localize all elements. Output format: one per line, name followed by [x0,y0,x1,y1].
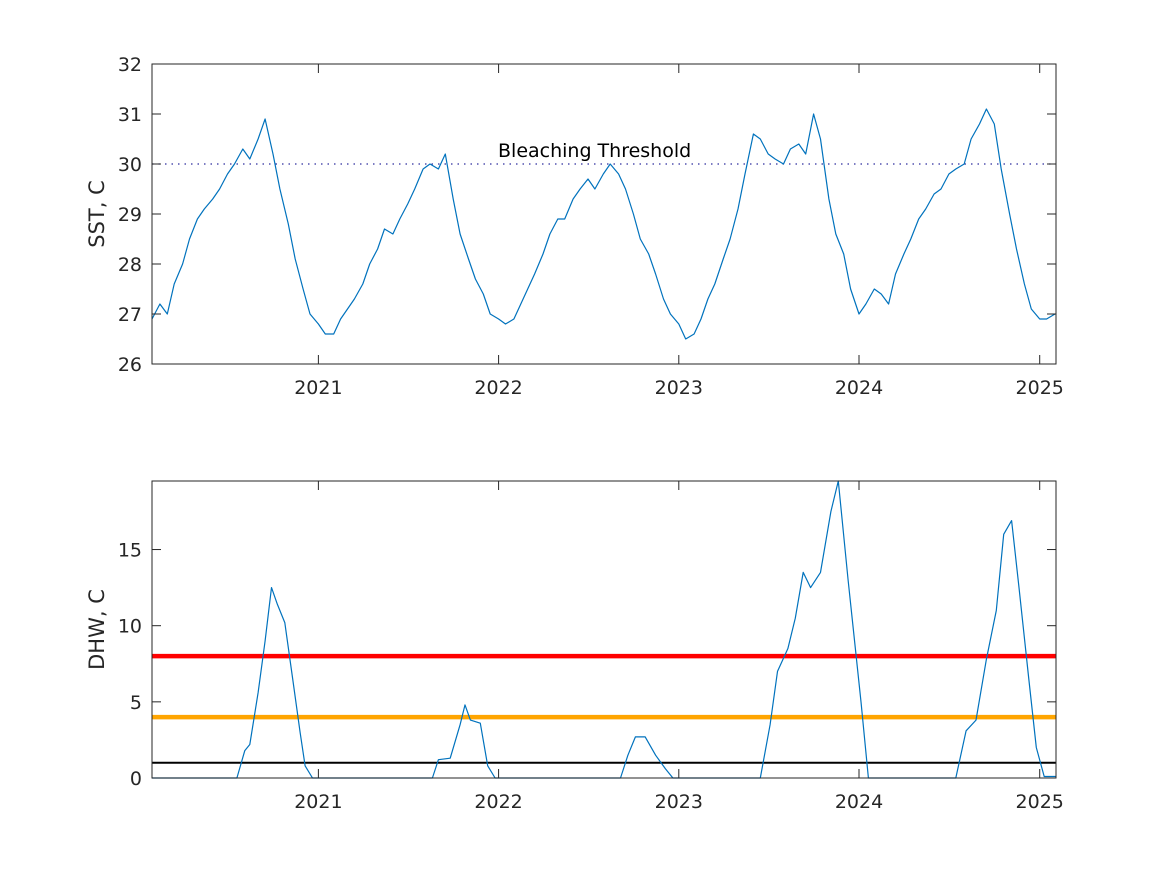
dhw-x-tick-label: 2022 [474,791,522,813]
sst-y-tick-label: 28 [118,254,142,276]
sst-y-tick-label: 30 [118,154,142,176]
dhw-y-tick-label: 5 [130,692,142,714]
dhw-axes: 0 5 10 15 2021 2022 2023 2024 2025 [118,480,1064,813]
sst-y-tick-label: 31 [118,104,142,126]
dhw-x-tick-label: 2021 [294,791,342,813]
sst-x-tick-label: 2024 [835,377,883,399]
dhw-reference-lines [152,653,1056,764]
sst-series-line [151,108,1056,340]
sst-series-group [151,108,1056,340]
bleaching-threshold-label: Bleaching Threshold [498,140,691,162]
dhw-x-tick-label: 2025 [1016,791,1064,813]
sst-x-tick-label: 2022 [474,377,522,399]
dhw-y-tick-label: 15 [118,540,142,562]
dhw-y-tick-label: 10 [118,616,142,638]
dhw-x-tick-label: 2024 [835,791,883,813]
dhw-series-line [152,480,1056,779]
sst-y-tick-label: 29 [118,204,142,226]
sst-axes: 26 27 28 29 30 31 32 2021 2022 2023 2024 2025 [118,54,1064,399]
sst-x-tick-label: 2021 [294,377,342,399]
sst-y-tick-label: 27 [118,304,142,326]
dhw-series-group [152,480,1056,779]
sst-y-tick-label: 32 [118,54,142,76]
dhw-panel: 0 5 10 15 2021 2022 2023 2024 2025 DHW, C [85,480,1064,813]
sst-x-tick-label: 2025 [1016,377,1064,399]
sst-x-tick-label: 2023 [655,377,703,399]
sst-y-tick-label: 26 [118,354,142,376]
sst-panel: 26 27 28 29 30 31 32 2021 2022 2023 2024 2025 SST, … [85,54,1064,399]
sst-y-axis-label: SST, C [85,180,109,248]
dhw-y-axis-label: DHW, C [85,589,109,670]
dhw-y-tick-label: 0 [130,768,142,790]
dhw-x-tick-label: 2023 [655,791,703,813]
dhw-axes-frame [151,480,1057,779]
